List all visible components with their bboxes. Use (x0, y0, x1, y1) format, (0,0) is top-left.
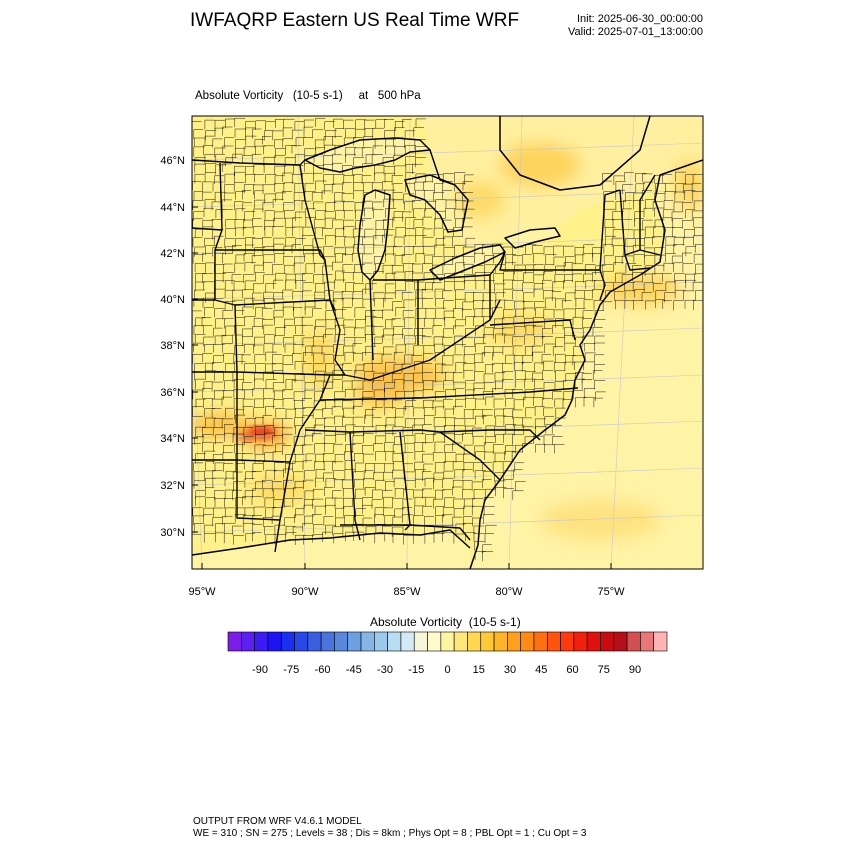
map-frame (191, 115, 704, 570)
colorbar: -90 -75 -60 -45 -30 -15 0 15 30 45 60 75 90 (227, 631, 668, 676)
lat-tick-label: 32°N (160, 480, 185, 492)
colorbar-box (294, 631, 309, 652)
colorbar-tick-label: 0 (444, 664, 450, 676)
lon-tick-label: 90°W (291, 586, 319, 598)
lon-tick-label: 95°W (188, 586, 216, 598)
colorbar-box (480, 631, 495, 652)
field-label: Absolute Vorticity (10-5 s-1) at 500 hPa (195, 90, 421, 102)
valid-time: Valid: 2025-07-01_13:00:00 (568, 26, 703, 38)
field-level: at 500 hPa (358, 90, 421, 102)
colorbar-box (400, 631, 415, 652)
colorbar-box (280, 631, 295, 652)
colorbar-box (640, 631, 654, 652)
colorbar-tick-label: -75 (283, 664, 299, 676)
colorbar-box (440, 631, 455, 652)
footer-line-2: WE = 310 ; SN = 275 ; Levels = 38 ; Dis … (193, 828, 587, 839)
grid-lines (192, 116, 703, 569)
colorbar-box (467, 631, 482, 652)
lat-tick-label: 30°N (160, 527, 185, 539)
colorbar-tick-label: -30 (377, 664, 393, 676)
colorbar-tick-label: 45 (535, 664, 547, 676)
colorbar-tick-label: -45 (346, 664, 362, 676)
colorbar-box (254, 631, 269, 652)
colorbar-box (653, 631, 668, 652)
colorbar-box (613, 631, 628, 652)
colorbar-boxes (227, 631, 668, 652)
lat-tick-label: 34°N (160, 433, 185, 445)
colorbar-box (307, 631, 322, 652)
colorbar-box (267, 631, 282, 652)
map-content (192, 116, 703, 569)
colorbar-box (546, 631, 561, 652)
colorbar-box (626, 631, 641, 652)
colorbar-box (374, 631, 388, 652)
plot-title: IWFAQRP Eastern US Real Time WRF (190, 10, 520, 31)
gulf-of-mexico (192, 530, 470, 569)
lon-tick-label: 75°W (597, 586, 625, 598)
vorticity-hotspot (237, 426, 276, 441)
colorbar-box (347, 631, 362, 652)
colorbar-tick-label: 60 (566, 664, 578, 676)
lat-tick-label: 46°N (160, 155, 185, 167)
colorbar-labels: -90 -75 -60 -45 -30 -15 0 15 30 45 60 75 90 (252, 664, 641, 676)
lat-tick-label: 42°N (160, 248, 185, 260)
colorbar-box (453, 631, 468, 652)
colorbar-box (427, 631, 442, 652)
field-name: Absolute Vorticity (195, 90, 284, 102)
colorbar-tick-label: 90 (629, 664, 641, 676)
colorbar-title: Absolute Vorticity (10-5 s-1) (370, 615, 521, 629)
longitude-ticks: 95°W 90°W 85°W 80°W 75°W (188, 563, 625, 598)
coastlines (192, 116, 703, 569)
colorbar-box (241, 631, 255, 652)
init-time: Init: 2025-06-30_00:00:00 (577, 13, 703, 25)
colorbar-box (573, 631, 588, 652)
colorbar-box (520, 631, 535, 652)
vorticity-map: 30°N 32°N 34°N 36°N 38°N 40°N 42°N 44°N 46°N 95°… (160, 115, 704, 598)
lon-tick-label: 85°W (393, 586, 421, 598)
colorbar-box (600, 631, 615, 652)
lat-tick-label: 36°N (160, 387, 185, 399)
state-boundaries (192, 149, 661, 553)
colorbar-box (227, 631, 242, 652)
colorbar-box (360, 631, 375, 652)
colorbar-box (507, 631, 521, 652)
colorbar-tick-label: -60 (315, 664, 331, 676)
atlantic-ocean (470, 160, 703, 569)
field-units: (10-5 s-1) (292, 90, 343, 102)
footer-line-1: OUTPUT FROM WRF V4.6.1 MODEL (193, 816, 362, 827)
init-valid-info: Init: 2025-06-30_00:00:00 Valid: 2025-07… (520, 13, 703, 39)
colorbar-box (493, 631, 508, 652)
colorbar-tick-label: 15 (473, 664, 485, 676)
colorbar-tick-label: 30 (504, 664, 516, 676)
colorbar-tick-label: 75 (598, 664, 610, 676)
colorbar-tick-label: -15 (408, 664, 424, 676)
lat-tick-label: 40°N (160, 294, 185, 306)
lat-tick-label: 38°N (160, 340, 185, 352)
latitude-ticks: 30°N 32°N 34°N 36°N 38°N 40°N 42°N 44°N 46°N (160, 155, 198, 539)
colorbar-box (560, 631, 575, 652)
lon-tick-label: 80°W (495, 586, 523, 598)
colorbar-box (533, 631, 548, 652)
colorbar-box (413, 631, 428, 652)
colorbar-box (320, 631, 335, 652)
colorbar-box (387, 631, 402, 652)
model-info-footer: OUTPUT FROM WRF V4.6.1 MODEL WE = 310 ; … (193, 816, 586, 840)
colorbar-tick-label: -90 (252, 664, 268, 676)
lat-tick-label: 44°N (160, 202, 185, 214)
colorbar-box (334, 631, 349, 652)
colorbar-box (586, 631, 601, 652)
